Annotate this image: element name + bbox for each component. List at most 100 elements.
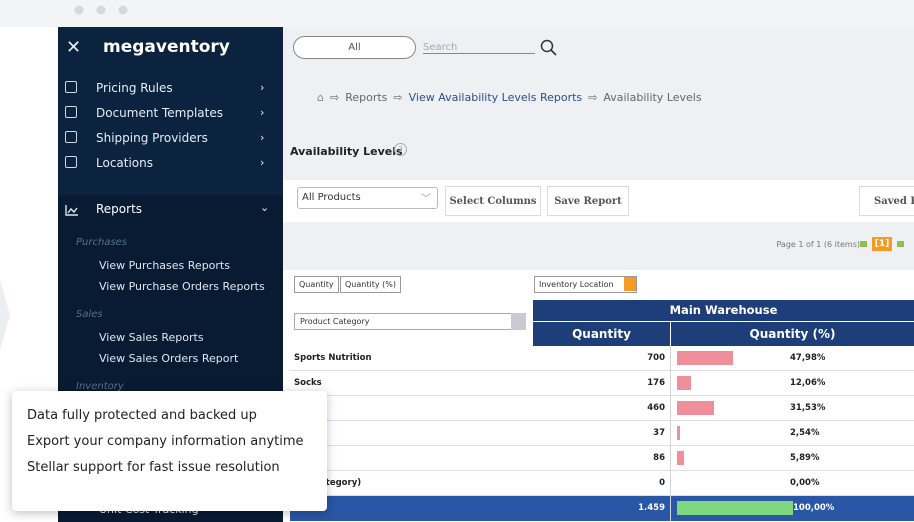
- menu-item[interactable]: Locations: [96, 156, 154, 170]
- submenu-item[interactable]: View Sales Reports: [99, 331, 204, 344]
- quantity-cell: 0: [659, 478, 665, 488]
- percent-bar: [677, 426, 680, 440]
- column-header: Quantity: [533, 322, 670, 346]
- column-divider: [670, 346, 671, 371]
- percent-bar: [677, 351, 733, 365]
- table-row: [290, 371, 914, 396]
- reports-icon: [65, 205, 78, 216]
- sort-toggle[interactable]: [624, 277, 636, 291]
- column-chip[interactable]: Quantity (%): [340, 276, 401, 293]
- chevron-down: ⌄: [260, 201, 270, 214]
- quantity-cell: 460: [647, 403, 665, 413]
- submenu-item[interactable]: View Sales Orders Report: [99, 352, 239, 365]
- percent-cell: 0,00%: [790, 478, 820, 488]
- button[interactable]: Save Report: [547, 186, 629, 216]
- filter-select[interactable]: All Products: [297, 187, 438, 209]
- location-chip[interactable]: Inventory Location: [534, 276, 637, 293]
- menu-icon: [65, 81, 77, 93]
- column-divider: [670, 396, 671, 421]
- menu-group: Purchases: [76, 237, 128, 248]
- chevron-right: ›: [260, 106, 265, 119]
- search-scope[interactable]: All: [293, 36, 416, 59]
- percent-cell: 31,53%: [790, 403, 826, 413]
- quantity-cell: 37: [653, 428, 665, 438]
- pager-prev[interactable]: [860, 241, 867, 247]
- column-chip[interactable]: Quantity: [294, 276, 339, 293]
- quantity-cell: 86: [653, 453, 665, 463]
- breadcrumb-item: Availability Levels: [603, 91, 702, 104]
- pager-next[interactable]: [897, 241, 904, 247]
- feature-line: Stellar support for fast issue resolutio…: [27, 460, 280, 475]
- menu-icon: [65, 131, 77, 143]
- table-row: [290, 396, 914, 421]
- chevron-right: ›: [260, 156, 265, 169]
- menu-icon: [65, 106, 77, 118]
- percent-cell: 5,89%: [790, 453, 820, 463]
- breadcrumb-item[interactable]: Reports: [345, 91, 388, 104]
- table-row: [290, 421, 914, 446]
- menu-item[interactable]: Pricing Rules: [96, 81, 173, 95]
- main: All Search ⌂ ⇨ Reports ⇨ View Availability L…: [283, 27, 914, 522]
- search-icon[interactable]: [540, 39, 558, 57]
- separator: ⇨: [588, 91, 598, 104]
- column-divider: [670, 446, 671, 471]
- help-icon[interactable]: ?: [394, 143, 407, 156]
- table-row: [290, 496, 914, 521]
- column-divider: [670, 471, 671, 496]
- pager-current[interactable]: [1]: [872, 237, 892, 251]
- column-header: Quantity (%): [671, 322, 914, 346]
- feature-line: Export your company information anytime: [27, 434, 304, 449]
- percent-cell: 100,00%: [793, 503, 835, 513]
- percent-cell: 47,98%: [790, 353, 826, 363]
- quantity-cell: 1.459: [638, 503, 665, 513]
- window-bar: [0, 0, 914, 27]
- category-cell: Sports Nutrition: [294, 353, 372, 363]
- quantity-cell: 176: [647, 378, 665, 388]
- menu-group: Inventory: [76, 381, 124, 392]
- breadcrumb-item[interactable]: View Availability Levels Reports: [408, 91, 583, 104]
- pager-text: Page 1 of 1 (6 items): [776, 240, 860, 249]
- group-header: Main Warehouse: [533, 300, 914, 321]
- percent-bar: [677, 501, 793, 515]
- select-arrow: [511, 313, 526, 330]
- column-divider: [670, 421, 671, 446]
- percent-cell: 12,06%: [790, 378, 826, 388]
- percent-bar: [677, 451, 684, 465]
- breadcrumb: ⌂ ⇨ Reports ⇨ View Availability Levels Repor…: [317, 91, 702, 104]
- button[interactable]: Select Columns: [445, 186, 541, 216]
- decor-chevron: [0, 280, 10, 350]
- chevron-right: ›: [260, 131, 265, 144]
- menu-group: Sales: [76, 309, 103, 320]
- menu-item[interactable]: Shipping Providers: [96, 131, 208, 145]
- column-divider: [670, 496, 671, 521]
- button[interactable]: Saved Re: [859, 186, 914, 216]
- chevron-right: ›: [260, 81, 265, 94]
- menu-item[interactable]: Document Templates: [96, 106, 223, 120]
- select-arrow: ﹀: [421, 194, 431, 205]
- category-cell: (No Category): [294, 478, 362, 488]
- menu-item-active[interactable]: Reports: [96, 202, 143, 216]
- popup: Data fully protected and backed up Export…: [12, 391, 327, 511]
- table-row: [290, 346, 914, 371]
- percent-bar: [677, 376, 691, 390]
- search-input[interactable]: Search: [423, 42, 535, 54]
- close-icon[interactable]: ✕: [66, 37, 82, 58]
- column-divider: [670, 371, 671, 396]
- menu-icon: [65, 156, 77, 168]
- window-dots: [74, 5, 128, 15]
- submenu-item[interactable]: View Purchases Reports: [99, 259, 230, 272]
- percent-cell: 2,54%: [790, 428, 820, 438]
- logo[interactable]: megaventory: [103, 37, 230, 57]
- separator: ⇨: [393, 91, 403, 104]
- feature-line: Data fully protected and backed up: [27, 408, 257, 423]
- page-title: Availability Levels: [290, 145, 403, 158]
- quantity-cell: 700: [647, 353, 665, 363]
- category-cell: Socks: [294, 378, 322, 388]
- separator: ⇨: [329, 91, 340, 104]
- submenu-item[interactable]: View Purchase Orders Reports: [99, 280, 265, 293]
- category-select[interactable]: Product Category: [294, 313, 526, 330]
- table-row: [290, 446, 914, 471]
- percent-bar: [677, 401, 714, 415]
- table-row: [290, 471, 914, 496]
